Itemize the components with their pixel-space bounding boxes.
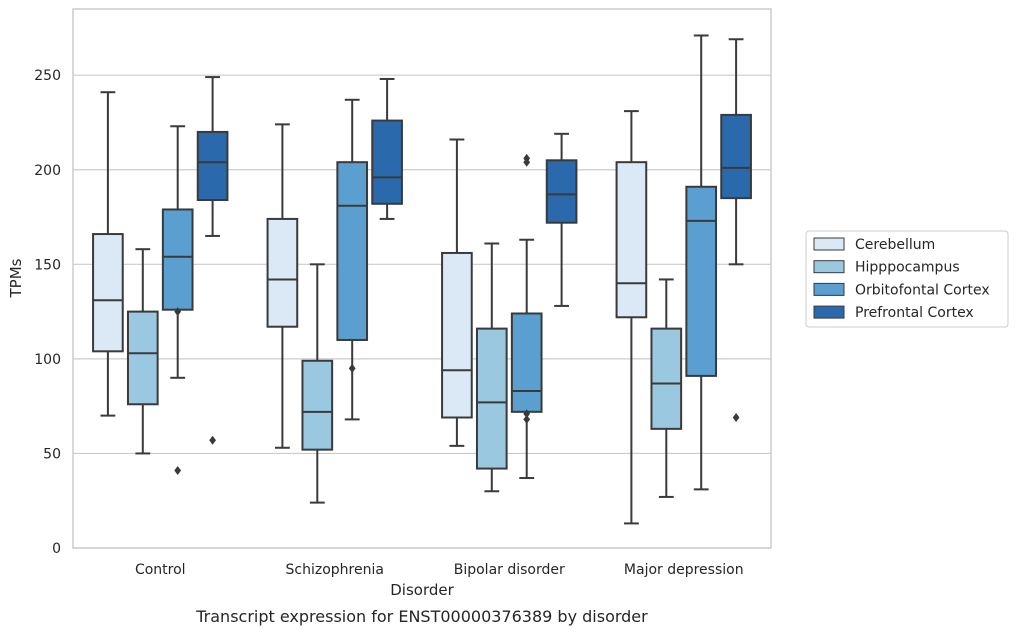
iqr-box	[336, 161, 369, 341]
legend-label: Cerebellum	[855, 237, 935, 253]
box-cerebellum	[92, 91, 124, 417]
iqr-box	[510, 312, 543, 413]
iqr-box	[475, 327, 508, 470]
iqr-box	[441, 251, 473, 419]
outlier-point	[523, 409, 531, 419]
iqr-box	[196, 130, 229, 202]
legend-label: Hipppocampus	[855, 260, 960, 276]
iqr-box	[92, 233, 124, 353]
iqr-box	[266, 217, 299, 328]
box-orbitofontal-cortex	[336, 98, 369, 421]
y-axis-label: TPMs	[7, 258, 25, 298]
box-prefrontal-cortex	[371, 77, 403, 220]
box-cerebellum	[266, 123, 299, 449]
legend-swatch	[813, 260, 845, 274]
iqr-box	[161, 208, 194, 311]
y-tick-label: 0	[52, 541, 61, 557]
outlier-point	[174, 307, 182, 317]
outlier-point	[523, 414, 531, 424]
legend-label: Prefrontal Cortex	[855, 305, 974, 321]
x-axis-label: Disorder	[390, 581, 454, 599]
outlier-point	[209, 435, 216, 445]
legend-label: Orbitofontal Cortex	[855, 282, 990, 298]
plot-frame	[72, 8, 772, 549]
box-orbitofontal-cortex	[161, 125, 194, 475]
iqr-box	[126, 310, 159, 406]
box-orbitofontal-cortex	[510, 153, 543, 480]
iqr-box	[685, 185, 718, 377]
outlier-point	[348, 363, 356, 373]
y-tick-labels: 0 50 100 150 200 250	[34, 68, 61, 557]
iqr-box	[650, 327, 683, 430]
y-tick-label: 150	[34, 257, 61, 273]
x-tick-label: Bipolar disorder	[454, 562, 565, 578]
box-hipppocampus	[650, 278, 683, 498]
box-cerebellum	[441, 138, 473, 447]
outlier-point	[732, 413, 740, 423]
iqr-box	[301, 359, 334, 451]
x-tick-label: Schizophrenia	[286, 562, 384, 578]
outlier-point	[523, 157, 531, 167]
y-tick-label: 50	[43, 446, 61, 462]
iqr-box	[615, 161, 648, 319]
box-prefrontal-cortex	[196, 76, 229, 445]
box-cerebellum	[615, 110, 648, 525]
iqr-box	[371, 119, 403, 205]
x-tick-labels: Control Schizophrenia Bipolar disorder Majo…	[135, 562, 744, 578]
box-plot-marks	[92, 34, 752, 525]
chart-caption: Transcript expression for ENST0000037638…	[195, 607, 648, 626]
box-prefrontal-cortex	[545, 132, 578, 307]
box-hipppocampus	[475, 242, 508, 493]
x-tick-label: Control	[135, 562, 186, 578]
y-tick-label: 250	[34, 68, 61, 84]
x-tick-label: Major depression	[624, 562, 744, 578]
legend-swatch	[813, 305, 845, 319]
legend: Cerebellum Hipppocampus Orbitofontal Corte…	[805, 230, 1009, 328]
box-hipppocampus	[301, 263, 334, 504]
legend-swatch	[813, 237, 845, 251]
legend-swatch	[813, 282, 845, 296]
iqr-box	[720, 113, 752, 200]
y-tick-label: 200	[34, 163, 61, 179]
iqr-box	[545, 159, 578, 224]
legend-frame	[805, 230, 1009, 328]
y-tick-label: 100	[34, 352, 61, 368]
box-orbitofontal-cortex	[685, 34, 718, 491]
box-prefrontal-cortex	[720, 38, 752, 423]
outlier-point	[174, 465, 182, 475]
box-hipppocampus	[126, 248, 159, 455]
